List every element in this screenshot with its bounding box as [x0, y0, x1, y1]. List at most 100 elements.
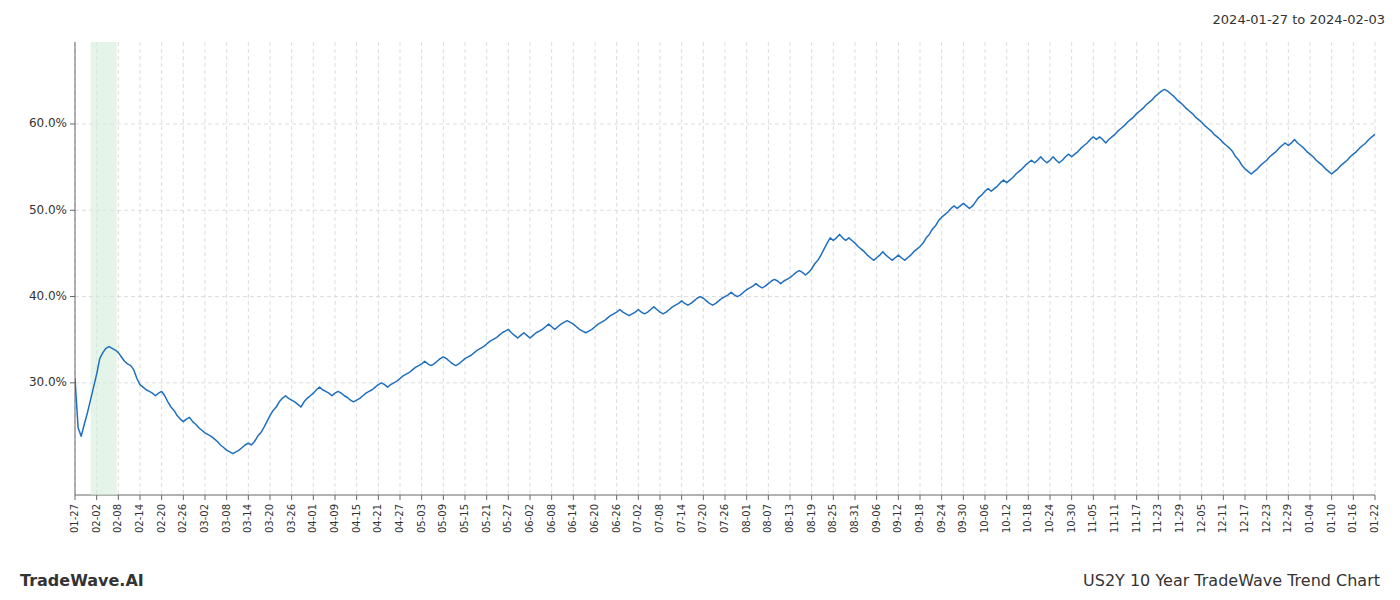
- x-tick: [1331, 495, 1332, 500]
- x-tick-label: 05-03: [416, 504, 427, 533]
- x-grid-line: [1006, 42, 1007, 495]
- x-tick-label: 09-30: [957, 504, 968, 533]
- x-grid-line: [465, 42, 466, 495]
- x-tick-label: 03-08: [221, 504, 232, 533]
- x-grid-line: [248, 42, 249, 495]
- x-grid-line: [1180, 42, 1181, 495]
- x-grid-line: [681, 42, 682, 495]
- x-grid-line: [1245, 42, 1246, 495]
- x-tick: [595, 495, 596, 500]
- x-grid-line: [703, 42, 704, 495]
- x-tick-label: 01-22: [1369, 504, 1380, 533]
- x-grid-line: [118, 42, 119, 495]
- x-grid-line: [920, 42, 921, 495]
- x-tick: [118, 495, 119, 500]
- x-grid-line: [1353, 42, 1354, 495]
- x-tick: [335, 495, 336, 500]
- x-tick: [356, 495, 357, 500]
- x-grid-line: [508, 42, 509, 495]
- x-tick-label: 06-14: [567, 504, 578, 533]
- x-tick: [508, 495, 509, 500]
- x-tick: [811, 495, 812, 500]
- x-grid-line: [1093, 42, 1094, 495]
- x-tick: [1158, 495, 1159, 500]
- x-grid-line: [963, 42, 964, 495]
- x-grid-line: [768, 42, 769, 495]
- x-tick: [1245, 495, 1246, 500]
- x-tick-label: 04-01: [307, 504, 318, 533]
- x-grid-line: [616, 42, 617, 495]
- x-tick-label: 10-06: [979, 504, 990, 533]
- x-tick: [1071, 495, 1072, 500]
- x-tick-label: 06-02: [524, 504, 535, 533]
- y-grid-line: [75, 382, 1375, 383]
- x-tick: [486, 495, 487, 500]
- y-tick: [70, 123, 75, 124]
- x-tick: [898, 495, 899, 500]
- x-tick-label: 11-05: [1087, 504, 1098, 533]
- x-grid-line: [833, 42, 834, 495]
- x-grid-line: [573, 42, 574, 495]
- x-tick-label: 07-14: [676, 504, 687, 533]
- x-tick: [1310, 495, 1311, 500]
- x-tick-label: 12-23: [1261, 504, 1272, 533]
- x-tick-label: 03-02: [199, 504, 210, 533]
- x-tick-label: 02-26: [177, 504, 188, 533]
- x-grid-line: [1266, 42, 1267, 495]
- x-tick: [1353, 495, 1354, 500]
- x-tick: [1115, 495, 1116, 500]
- x-grid-line: [1201, 42, 1202, 495]
- x-tick-label: 08-13: [784, 504, 795, 533]
- x-tick-label: 05-09: [437, 504, 448, 533]
- x-grid-line: [1028, 42, 1029, 495]
- x-tick-label: 04-21: [372, 504, 383, 533]
- x-tick-label: 11-17: [1131, 504, 1142, 533]
- axes: 30.0%40.0%50.0%60.0%01-2702-0202-0802-14…: [29, 42, 1380, 533]
- x-grid-line: [1331, 42, 1332, 495]
- x-grid-line: [746, 42, 747, 495]
- x-tick: [985, 495, 986, 500]
- x-tick-label: 05-15: [459, 504, 470, 533]
- x-grid-line: [941, 42, 942, 495]
- x-tick-label: 09-24: [936, 504, 947, 533]
- x-tick: [1288, 495, 1289, 500]
- x-grid-line: [205, 42, 206, 495]
- x-grid-line: [725, 42, 726, 495]
- x-grid-line: [421, 42, 422, 495]
- x-tick: [75, 495, 76, 500]
- x-grid-line: [595, 42, 596, 495]
- x-tick-label: 01-16: [1347, 504, 1358, 533]
- x-tick: [963, 495, 964, 500]
- x-grid-line: [378, 42, 379, 495]
- background: [0, 0, 1400, 600]
- x-tick: [1050, 495, 1051, 500]
- x-tick-label: 08-25: [827, 504, 838, 533]
- x-grid-line: [898, 42, 899, 495]
- x-tick: [941, 495, 942, 500]
- x-grid-line: [400, 42, 401, 495]
- x-tick-label: 12-05: [1196, 504, 1207, 533]
- annotation: TradeWave.AI: [20, 571, 144, 590]
- x-tick-label: 03-14: [242, 504, 253, 533]
- x-tick: [746, 495, 747, 500]
- x-tick: [530, 495, 531, 500]
- grid: [75, 42, 1375, 495]
- y-tick: [70, 296, 75, 297]
- x-grid-line: [226, 42, 227, 495]
- x-axis-line: [75, 495, 1375, 496]
- x-grid-line: [335, 42, 336, 495]
- x-tick: [400, 495, 401, 500]
- x-tick-label: 07-08: [654, 504, 665, 533]
- x-tick-label: 09-12: [892, 504, 903, 533]
- x-grid-line: [1071, 42, 1072, 495]
- x-tick-label: 01-10: [1326, 504, 1337, 533]
- x-grid-line: [985, 42, 986, 495]
- x-grid-line: [161, 42, 162, 495]
- x-tick-label: 01-27: [69, 504, 80, 533]
- x-tick: [876, 495, 877, 500]
- x-tick: [768, 495, 769, 500]
- x-tick-label: 09-06: [871, 504, 882, 533]
- x-tick: [1223, 495, 1224, 500]
- x-tick: [616, 495, 617, 500]
- x-tick: [725, 495, 726, 500]
